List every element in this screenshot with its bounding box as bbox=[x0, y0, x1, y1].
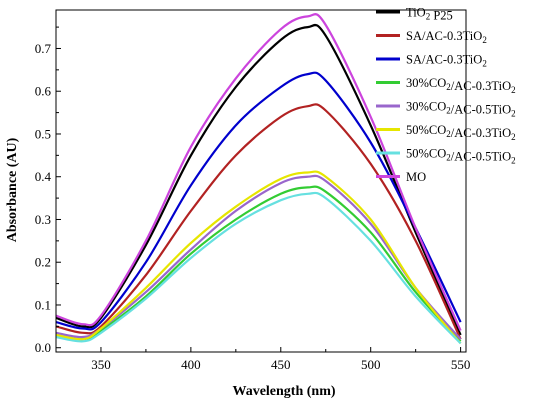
legend-item: 30%CO2/AC-0.3TiO2 bbox=[376, 76, 516, 95]
x-tick-label: 450 bbox=[271, 357, 291, 372]
y-tick-label: 0.3 bbox=[35, 212, 51, 227]
x-axis-title: Wavelength (nm) bbox=[232, 384, 335, 399]
axes: 350 400 450 500 550 0.0 0.1 0.2 0.3 0.4 0.5 0.6 0.7 bbox=[35, 9, 471, 372]
legend-item: TiO2 P25 bbox=[376, 6, 453, 23]
series-line-2 bbox=[55, 103, 462, 340]
y-tick-label: 0.4 bbox=[35, 169, 52, 184]
legend-label: SA/AC-0.3TiO2 bbox=[406, 53, 487, 69]
legend-item: 50%CO2/AC-0.3TiO2 bbox=[376, 123, 516, 142]
legend-label: SA/AC-0.3TiO2 bbox=[406, 29, 487, 45]
x-tick-label: 350 bbox=[91, 357, 111, 372]
legend-label: 30%CO2/AC-0.3TiO2 bbox=[406, 76, 516, 95]
legend-item: SA/AC-0.3TiO2 bbox=[376, 53, 487, 69]
y-tick-label: 0.2 bbox=[35, 255, 51, 270]
legend: TiO2 P25 SA/AC-0.3TiO2 SA/AC-0.3TiO2 30%CO2… bbox=[376, 6, 516, 184]
legend-label: 50%CO2/AC-0.5TiO2 bbox=[406, 147, 516, 166]
y-tick-label: 0.6 bbox=[35, 84, 52, 99]
series-line-1 bbox=[55, 23, 462, 336]
legend-item: MO bbox=[376, 170, 426, 184]
series-line-8 bbox=[55, 13, 462, 332]
series-line-6 bbox=[55, 170, 462, 345]
plot-area bbox=[55, 13, 462, 345]
legend-label: 30%CO2/AC-0.5TiO2 bbox=[406, 100, 516, 119]
legend-item: 50%CO2/AC-0.5TiO2 bbox=[376, 147, 516, 166]
x-tick-label: 550 bbox=[451, 357, 471, 372]
legend-item: SA/AC-0.3TiO2 bbox=[376, 29, 487, 45]
series-line-7 bbox=[55, 191, 462, 345]
plot-frame bbox=[55, 9, 467, 353]
legend-label: TiO2 P25 bbox=[406, 6, 453, 23]
y-tick-label: 0.1 bbox=[35, 297, 51, 312]
series-line-3 bbox=[55, 71, 462, 331]
y-tick-label: 0.0 bbox=[35, 340, 51, 355]
x-tick-label: 400 bbox=[181, 357, 201, 372]
y-axis-title: Absorbance (AU) bbox=[5, 137, 20, 242]
legend-label: 50%CO2/AC-0.3TiO2 bbox=[406, 123, 516, 142]
legend-label: MO bbox=[406, 170, 426, 184]
series-line-4 bbox=[55, 185, 462, 343]
x-tick-label: 500 bbox=[361, 357, 381, 372]
legend-item: 30%CO2/AC-0.5TiO2 bbox=[376, 100, 516, 119]
y-tick-label: 0.7 bbox=[35, 41, 52, 56]
y-tick-label: 0.5 bbox=[35, 126, 51, 141]
